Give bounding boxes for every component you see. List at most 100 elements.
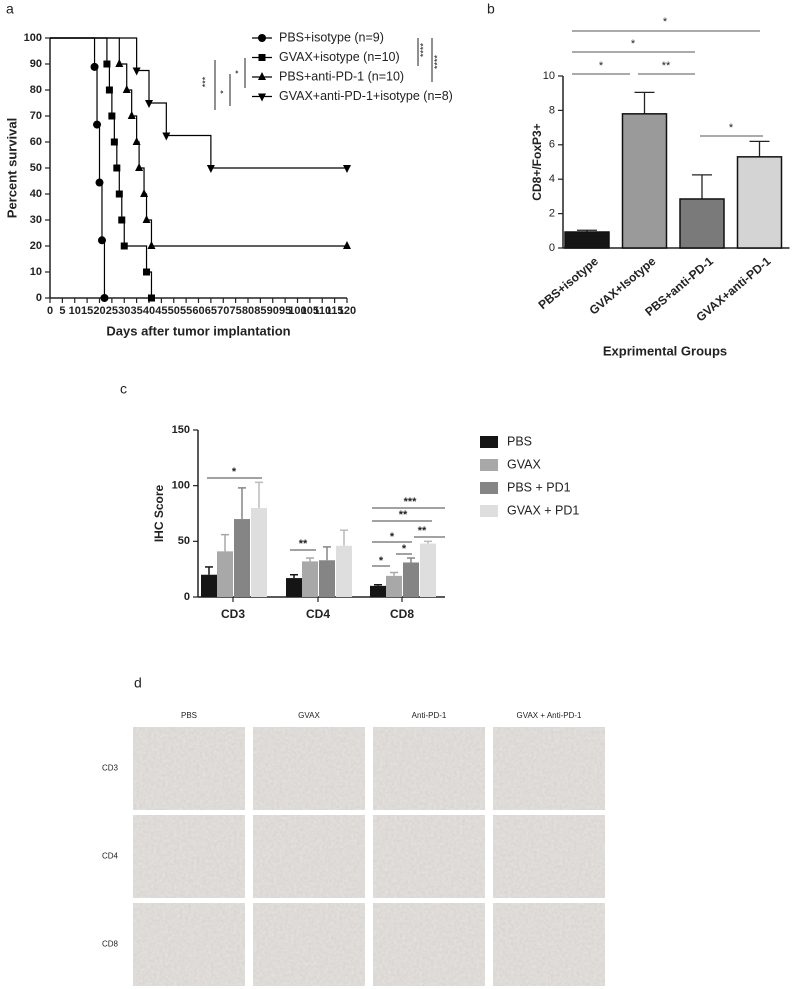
micrograph: [373, 727, 485, 810]
bar: [621, 113, 668, 249]
legend-marker: [258, 93, 266, 102]
y-axis-label: Percent survival: [4, 118, 19, 218]
y-tick-label: 90: [30, 58, 42, 70]
y-tick-label: 150: [172, 424, 190, 436]
significance: ****: [418, 43, 428, 58]
x-tick-label: 110: [313, 305, 331, 317]
bar: [217, 551, 233, 597]
marker: [122, 85, 131, 93]
panel-letter: a: [6, 1, 14, 17]
x-tick-label: 85: [254, 305, 266, 317]
x-tick-label: 30: [118, 305, 130, 317]
micrograph: [253, 903, 365, 986]
x-tick-label: 20: [93, 305, 105, 317]
significance: *: [631, 38, 636, 50]
x-tick-label: CD8: [390, 607, 414, 621]
significance: *: [218, 90, 228, 94]
legend-label: PBS: [507, 434, 532, 448]
bar: [201, 574, 217, 597]
bar: [336, 545, 352, 597]
x-tick-label: 100: [288, 305, 306, 317]
y-tick-label: 6: [549, 139, 555, 151]
legend-marker: [258, 34, 266, 42]
significance: *: [390, 531, 395, 543]
y-tick-label: 30: [30, 214, 42, 226]
marker: [115, 190, 123, 198]
significance: ****: [432, 55, 442, 70]
x-tick-label: CD4: [306, 607, 330, 621]
x-axis-label: Exprimental Groups: [603, 343, 727, 358]
row-label: CD8: [102, 940, 119, 949]
micrograph: [373, 815, 485, 898]
significance: *: [402, 543, 407, 555]
y-tick-label: 50: [178, 535, 190, 547]
legend-swatch: [480, 482, 498, 494]
x-tick-label: 45: [155, 305, 167, 317]
y-tick-label: 2: [549, 208, 555, 220]
marker: [162, 132, 171, 141]
y-tick-label: 50: [30, 162, 42, 174]
y-tick-label: 0: [184, 591, 190, 603]
marker: [206, 165, 215, 173]
x-tick-label: 90: [267, 305, 279, 317]
marker: [145, 100, 153, 108]
legend-marker: [258, 72, 266, 80]
panel-letter: b: [487, 1, 495, 17]
significance: *: [232, 466, 237, 478]
significance: *: [663, 16, 668, 28]
x-tick-label: 10: [69, 305, 81, 317]
micrograph: [133, 727, 245, 810]
y-tick-label: 70: [30, 110, 42, 122]
significance: *: [379, 555, 384, 567]
marker: [135, 163, 144, 171]
bar: [370, 585, 386, 597]
significance: **: [399, 509, 408, 521]
significance: *: [729, 122, 734, 134]
row-label: CD3: [102, 764, 119, 773]
x-tick-label: 80: [242, 305, 254, 317]
legend-label: GVAX: [507, 457, 541, 471]
legend-label: PBS + PD1: [507, 480, 571, 494]
significance: ***: [404, 496, 418, 508]
x-tick-label: 55: [180, 305, 192, 317]
x-tick-label: 95: [279, 305, 291, 317]
bar: [234, 519, 250, 597]
y-axis-label: CD8+/FoxP3+: [530, 123, 544, 200]
row-label: CD4: [102, 852, 119, 861]
x-tick-label: 60: [192, 305, 204, 317]
marker: [90, 62, 99, 71]
x-tick-label: 70: [217, 305, 229, 317]
y-tick-label: 40: [30, 188, 42, 200]
micrograph: [253, 727, 365, 810]
y-tick-label: 8: [549, 104, 555, 116]
marker: [142, 215, 151, 223]
marker: [115, 59, 124, 67]
x-tick-label: CD3: [221, 607, 245, 621]
marker: [127, 111, 136, 119]
bar: [403, 562, 419, 597]
x-tick-label: 0: [47, 305, 53, 317]
y-tick-label: 100: [172, 480, 190, 492]
marker: [108, 112, 116, 120]
bar: [679, 198, 725, 249]
legend-swatch: [480, 505, 498, 517]
legend-label: GVAX+isotype (n=10): [279, 50, 400, 64]
significance: ***: [200, 76, 210, 87]
bar: [302, 561, 318, 597]
legend-label: GVAX+anti-PD-1+isotype (n=8): [279, 89, 453, 103]
x-tick-label: 40: [143, 305, 155, 317]
marker: [105, 86, 113, 94]
survival-curve: [50, 37, 347, 169]
marker: [100, 294, 109, 302]
y-tick-label: 10: [30, 266, 42, 278]
micrograph: [493, 815, 605, 898]
x-tick-label: 35: [131, 305, 143, 317]
significance-lines: [572, 30, 763, 137]
significance: **: [299, 538, 308, 550]
legend-label: PBS+anti-PD-1 (n=10): [279, 69, 404, 83]
marker: [120, 242, 128, 250]
x-tick-label: 75: [230, 305, 242, 317]
x-tick-label: 50: [168, 305, 180, 317]
y-tick-label: 0: [549, 242, 555, 254]
bar: [420, 543, 436, 597]
